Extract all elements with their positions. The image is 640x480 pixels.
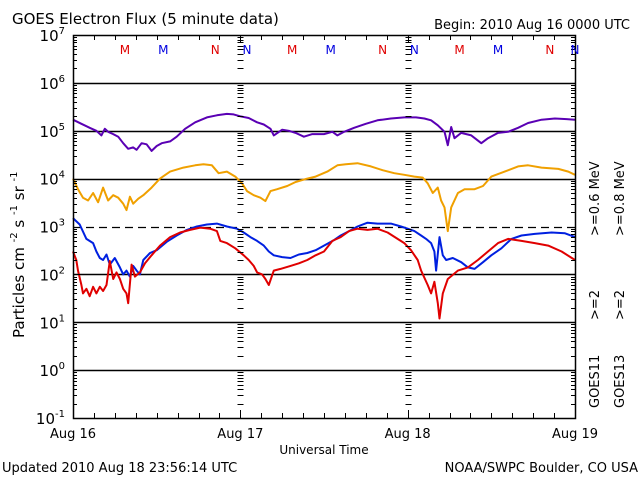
y-axis-label: Particles cm -2 s -1 sr -1 [3, 171, 28, 338]
mn-marker: N [378, 43, 387, 57]
y-axis-label-text: Particles cm [10, 247, 28, 338]
y-tick-label: 106 [40, 74, 65, 93]
y-tick-exponent: 5 [59, 122, 65, 133]
y-tick-label: 105 [40, 122, 65, 141]
mn-marker: M [287, 43, 297, 57]
y-axis-unit-sr: sr [10, 185, 28, 200]
x-tick-label: Aug 19 [552, 427, 598, 442]
y-axis-unit-exp-2: -1 [9, 205, 20, 215]
footer-updated: Updated 2010 Aug 18 23:56:14 UTC [2, 461, 237, 476]
x-tick-label: Aug 17 [217, 427, 263, 442]
x-tick-label: Aug 18 [385, 427, 431, 442]
y-axis-unit-exp-3: -1 [9, 171, 20, 181]
legend-goes11-high-energy: >=0.6 MeV [588, 161, 603, 236]
legend-goes13-2mev: >=2 [613, 290, 628, 320]
series-line-0 [72, 112, 576, 152]
y-tick-base: 10 [40, 314, 59, 332]
svg-text:Particles cm -2 s: Particles cm -2 s -1 sr -1 [3, 171, 28, 338]
y-tick-exponent: 0 [59, 361, 65, 372]
mn-marker: N [571, 43, 580, 57]
series-lines [72, 112, 576, 320]
y-tick-label: 107 [40, 26, 65, 45]
mn-marker: M [454, 43, 464, 57]
mn-marker: M [326, 43, 336, 57]
x-axis-label: Universal Time [279, 443, 368, 457]
y-tick-base: 10 [40, 219, 59, 237]
mn-marker: N [545, 43, 554, 57]
series-line-2 [72, 217, 576, 278]
y-tick-base: 10 [40, 123, 59, 141]
series-line-3 [72, 226, 576, 320]
axes [72, 34, 577, 420]
y-tick-base: 10 [40, 27, 59, 45]
mn-marker: M [158, 43, 168, 57]
mn-marker: N [243, 43, 252, 57]
y-tick-label: 101 [40, 313, 65, 332]
y-tick-base: 10 [40, 266, 59, 284]
legend: >=0.6 MeV >=0.8 MeV >=2 >=2 GOES11 GOES1… [588, 161, 628, 408]
y-axis-unit-exp-1: -2 [9, 232, 20, 242]
y-tick-label: 104 [40, 170, 65, 189]
y-tick-label: 102 [40, 265, 65, 284]
begin-label: Begin: 2010 Aug 16 0000 UTC [434, 18, 630, 33]
mn-marker: N [410, 43, 419, 57]
y-tick-exponent: 7 [59, 26, 65, 37]
y-axis-unit-s: s [10, 220, 28, 228]
legend-goes13-high-energy: >=0.8 MeV [613, 161, 628, 236]
gridlines [73, 82, 575, 372]
y-tick-base: 10 [40, 171, 59, 189]
y-tick-exponent: 6 [59, 74, 65, 85]
mn-marker: N [211, 43, 220, 57]
footer-credit: NOAA/SWPC Boulder, CO USA [445, 461, 638, 476]
y-tick-exponent: 2 [59, 265, 65, 276]
y-tick-label: 100 [40, 361, 65, 380]
legend-satellite-goes11: GOES11 [588, 355, 603, 408]
y-tick-exponent: 1 [59, 313, 65, 324]
mn-marker: M [120, 43, 130, 57]
mn-marker: M [493, 43, 503, 57]
x-tick-label: Aug 16 [50, 427, 96, 442]
y-tick-exponent: -1 [55, 409, 65, 420]
y-tick-exponent: 4 [59, 170, 65, 181]
y-tick-base: 10 [40, 362, 59, 380]
y-tick-label: 10-1 [36, 409, 65, 428]
y-tick-base: 10 [40, 75, 59, 93]
y-tick-base: 10 [36, 410, 55, 428]
y-tick-label: 103 [40, 218, 65, 237]
y-tick-exponent: 3 [59, 218, 65, 229]
legend-goes11-2mev: >=2 [588, 290, 603, 320]
x-tick-labels: Aug 16 Aug 17 Aug 18 Aug 19 [50, 427, 598, 442]
series-line-1 [72, 162, 576, 233]
chart-title: GOES Electron Flux (5 minute data) [12, 10, 279, 28]
legend-satellite-goes13: GOES13 [613, 355, 628, 408]
